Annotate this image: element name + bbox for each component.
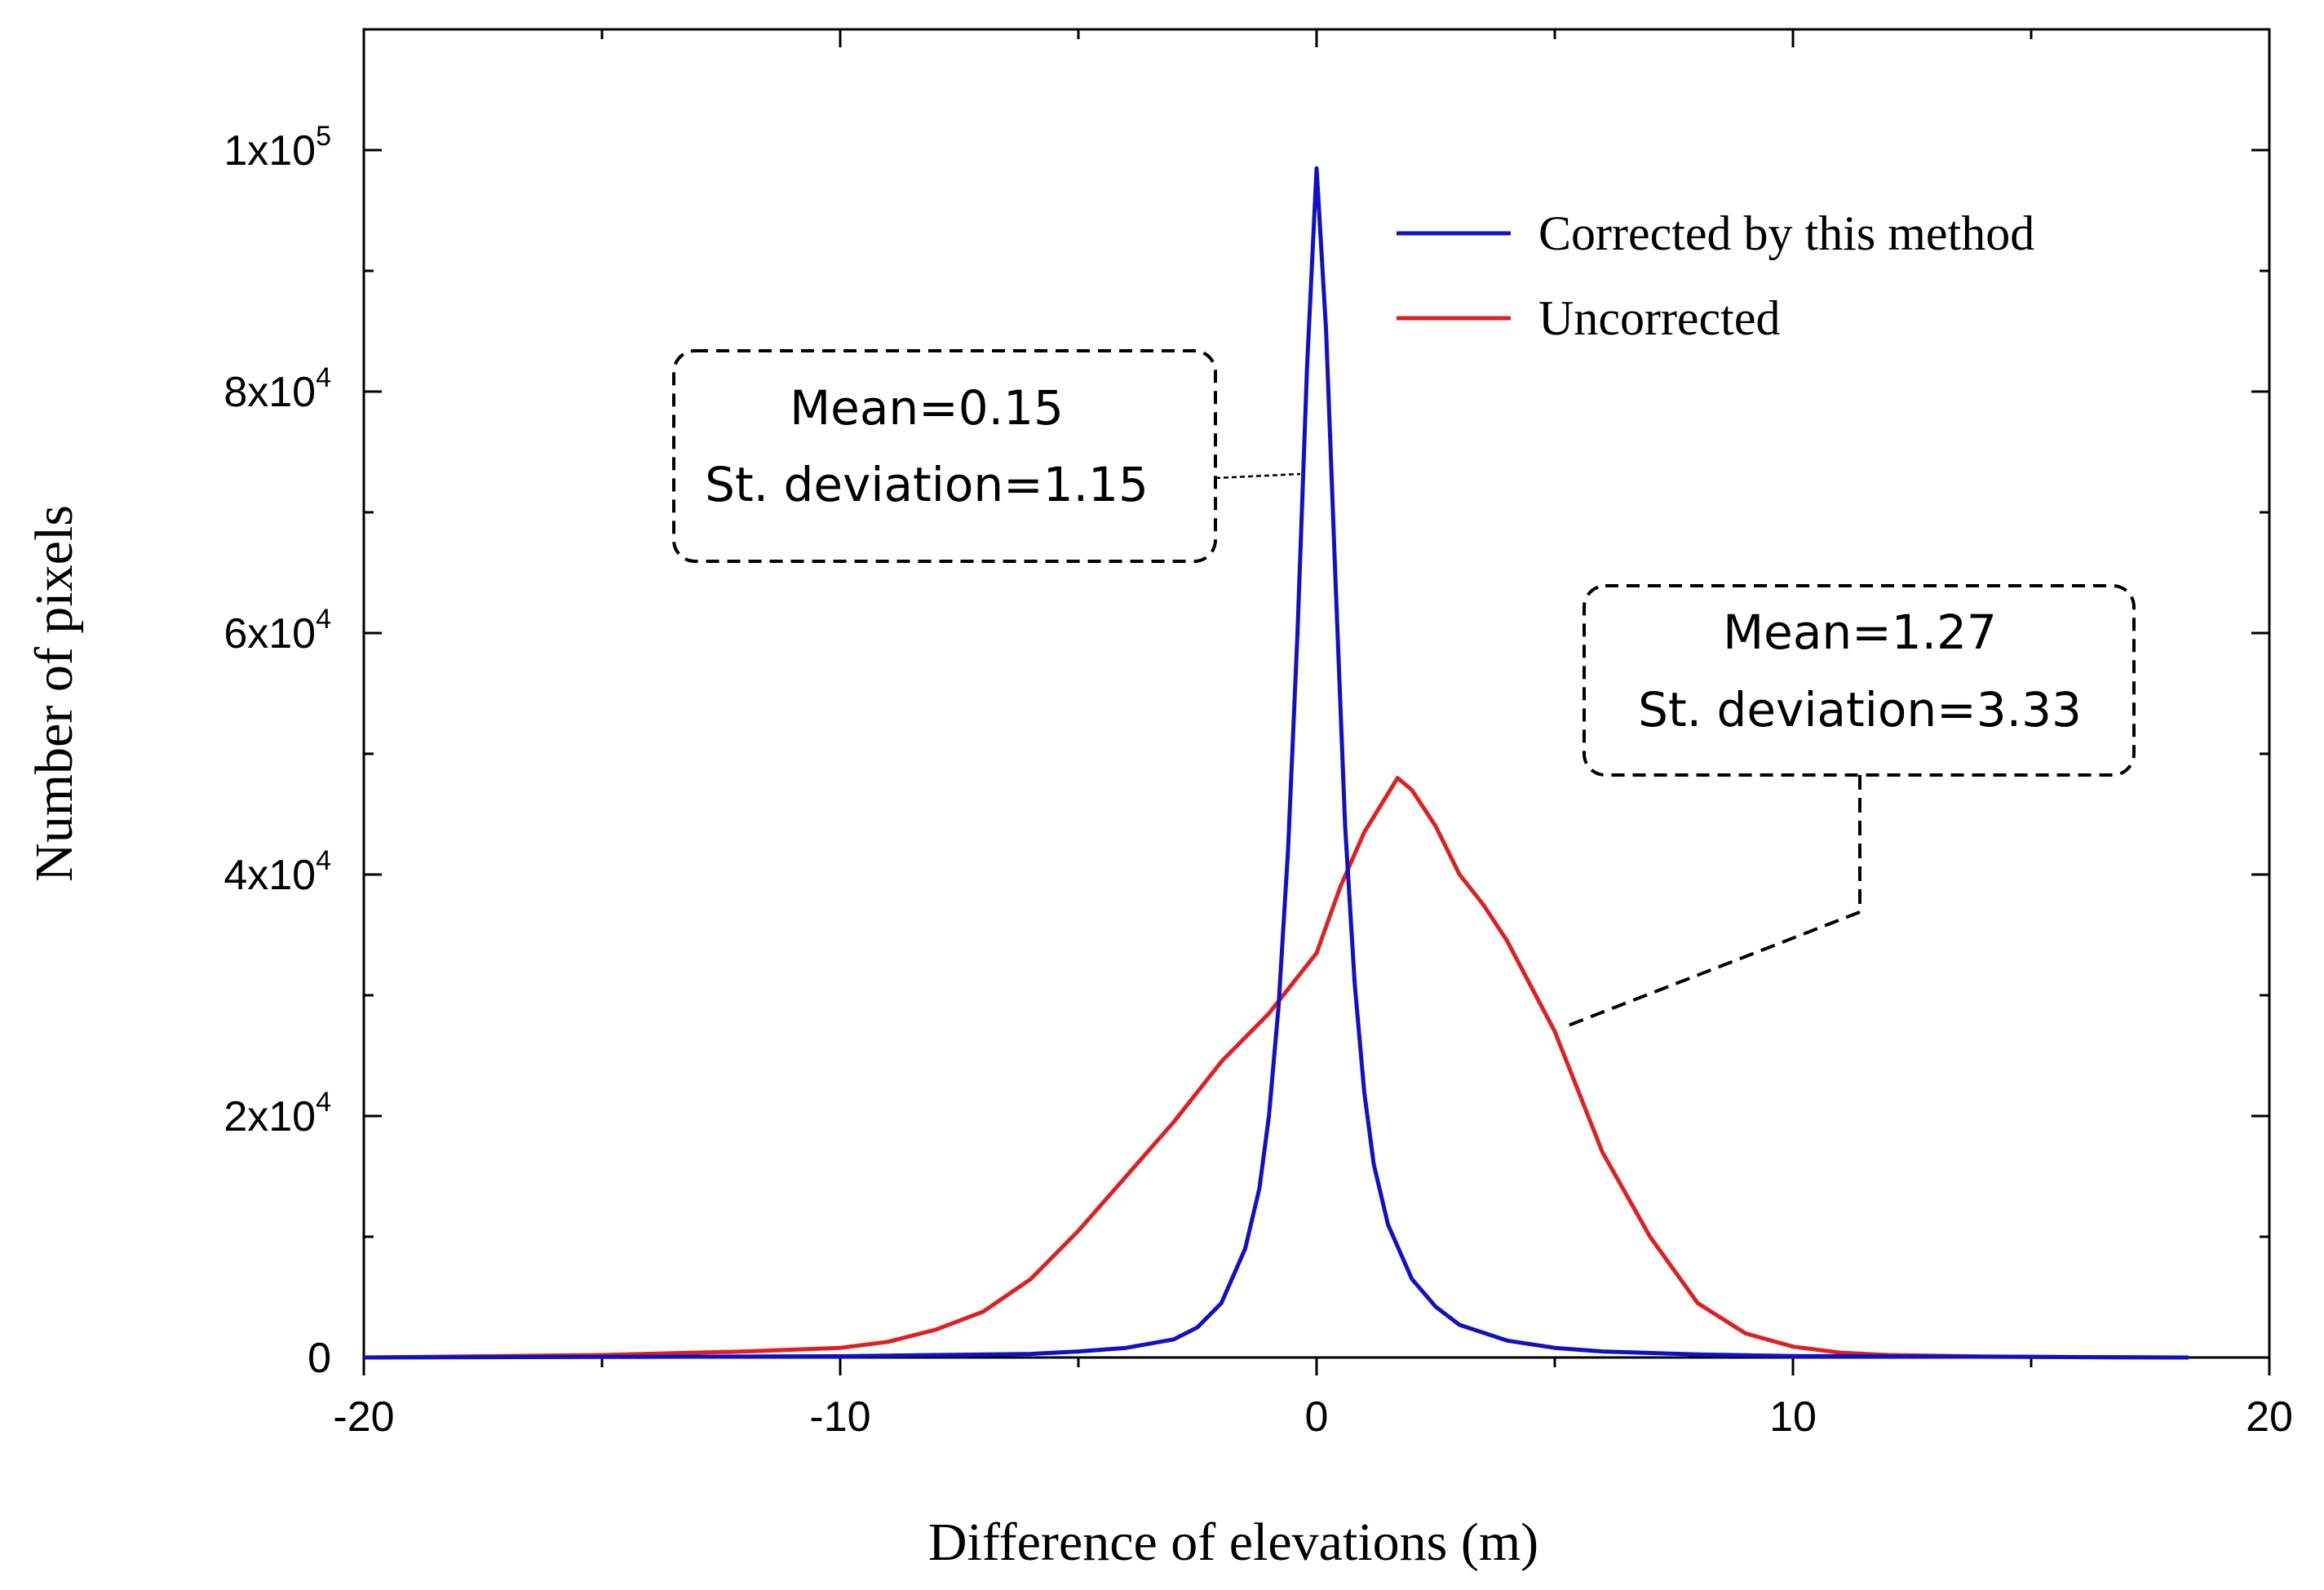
annotation-std-corrected: St. deviation=1.15	[705, 457, 1149, 512]
x-tick-label: 10	[1769, 1393, 1817, 1441]
legend: Corrected by this method Uncorrected	[1397, 206, 2034, 345]
y-tick-label: 2x104	[224, 1087, 331, 1140]
y-tick-label: 6x104	[224, 604, 331, 658]
annotation-mean-corrected: Mean=0.15	[790, 380, 1064, 436]
legend-label-uncorrected: Uncorrected	[1538, 291, 1780, 345]
y-tick-label: 4x104	[224, 845, 331, 899]
y-axis-title: Number of pixels	[24, 505, 84, 882]
annotation-uncorrected: Mean=1.27 St. deviation=3.33	[1565, 584, 2136, 1028]
x-tick-label: 0	[1305, 1393, 1329, 1441]
series-layer	[363, 166, 2189, 1360]
x-tick-label: -20	[333, 1393, 394, 1441]
y-axis-ticks: 0 2x104 4x104 6x104 8x104 1x105	[224, 28, 2269, 1382]
y-tick-label: 0	[308, 1335, 331, 1382]
x-axis-title: Difference of elevations (m)	[928, 1512, 1538, 1572]
x-axis-ticks: -20 -10 0 10 20	[333, 29, 2293, 1441]
annotation-leader-uncorrected	[1565, 775, 1861, 1028]
legend-label-corrected: Corrected by this method	[1538, 206, 2034, 260]
annotation-leader-corrected	[1215, 472, 1301, 480]
series-corrected-line	[363, 166, 2189, 1360]
annotation-mean-uncorrected: Mean=1.27	[1723, 605, 1997, 660]
y-tick-label: 1x105	[224, 121, 331, 175]
x-tick-label: -10	[809, 1393, 870, 1441]
annotation-box-uncorrected	[1583, 584, 2136, 777]
annotation-box-corrected	[672, 349, 1217, 563]
annotation-corrected: Mean=0.15 St. deviation=1.15	[672, 349, 1301, 563]
y-tick-label: 8x104	[224, 362, 331, 416]
series-uncorrected-line	[363, 776, 2189, 1360]
annotation-std-uncorrected: St. deviation=3.33	[1638, 682, 2082, 737]
x-tick-label: 20	[2246, 1393, 2293, 1441]
